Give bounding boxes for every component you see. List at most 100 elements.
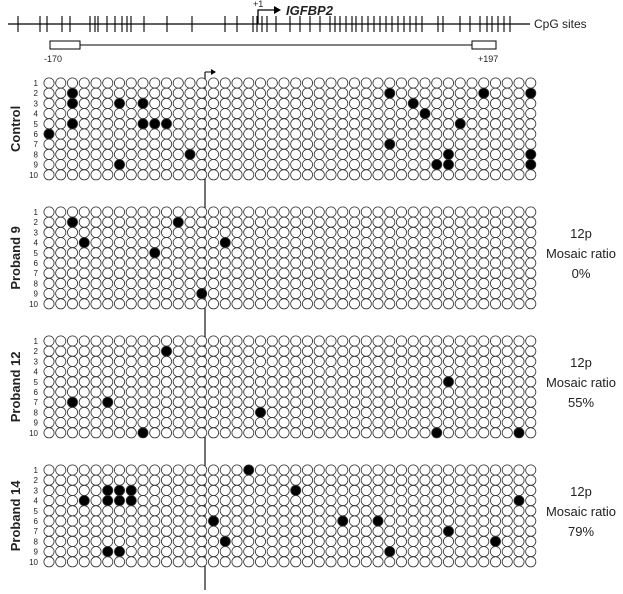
unmethylated-cpg-dot	[466, 546, 478, 558]
unmethylated-cpg-dot	[231, 138, 243, 150]
unmethylated-cpg-dot	[172, 376, 184, 388]
unmethylated-cpg-dot	[196, 525, 208, 537]
unmethylated-cpg-dot	[348, 257, 360, 269]
unmethylated-cpg-dot	[78, 345, 90, 357]
unmethylated-cpg-dot	[501, 138, 513, 150]
unmethylated-cpg-dot	[337, 277, 349, 289]
unmethylated-cpg-dot	[442, 118, 454, 130]
unmethylated-cpg-dot	[278, 118, 290, 130]
unmethylated-cpg-dot	[266, 515, 278, 527]
unmethylated-cpg-dot	[313, 77, 325, 89]
unmethylated-cpg-dot	[43, 505, 55, 517]
unmethylated-cpg-dot	[231, 464, 243, 476]
unmethylated-cpg-dot	[466, 556, 478, 568]
unmethylated-cpg-dot	[525, 556, 537, 568]
unmethylated-cpg-dot	[431, 108, 443, 120]
unmethylated-cpg-dot	[313, 366, 325, 378]
unmethylated-cpg-dot	[325, 108, 337, 120]
unmethylated-cpg-dot	[431, 226, 443, 238]
clone-row: 9	[34, 546, 537, 558]
unmethylated-cpg-dot	[395, 148, 407, 160]
unmethylated-cpg-dot	[442, 386, 454, 398]
unmethylated-cpg-dot	[290, 556, 302, 568]
unmethylated-cpg-dot	[501, 159, 513, 171]
unmethylated-cpg-dot	[501, 335, 513, 347]
unmethylated-cpg-dot	[196, 505, 208, 517]
unmethylated-cpg-dot	[43, 345, 55, 357]
unmethylated-cpg-dot	[466, 97, 478, 109]
unmethylated-cpg-dot	[313, 396, 325, 408]
unmethylated-cpg-dot	[243, 484, 255, 496]
unmethylated-cpg-dot	[384, 206, 396, 218]
unmethylated-cpg-dot	[55, 77, 67, 89]
unmethylated-cpg-dot	[348, 376, 360, 388]
unmethylated-cpg-dot	[125, 546, 137, 558]
unmethylated-cpg-dot	[360, 257, 372, 269]
unmethylated-cpg-dot	[55, 366, 67, 378]
unmethylated-cpg-dot	[454, 366, 466, 378]
unmethylated-cpg-dot	[78, 138, 90, 150]
unmethylated-cpg-dot	[184, 77, 196, 89]
unmethylated-cpg-dot	[372, 535, 384, 547]
unmethylated-cpg-dot	[489, 345, 501, 357]
unmethylated-cpg-dot	[384, 335, 396, 347]
unmethylated-cpg-dot	[290, 108, 302, 120]
unmethylated-cpg-dot	[478, 546, 490, 558]
unmethylated-cpg-dot	[90, 277, 102, 289]
unmethylated-cpg-dot	[290, 257, 302, 269]
unmethylated-cpg-dot	[254, 556, 266, 568]
unmethylated-cpg-dot	[172, 257, 184, 269]
unmethylated-cpg-dot	[219, 277, 231, 289]
unmethylated-cpg-dot	[149, 159, 161, 171]
unmethylated-cpg-dot	[184, 267, 196, 279]
clone-number: 7	[34, 398, 39, 407]
unmethylated-cpg-dot	[395, 427, 407, 439]
unmethylated-cpg-dot	[254, 97, 266, 109]
unmethylated-cpg-dot	[266, 366, 278, 378]
unmethylated-cpg-dot	[266, 546, 278, 558]
unmethylated-cpg-dot	[102, 206, 114, 218]
unmethylated-cpg-dot	[325, 495, 337, 507]
unmethylated-cpg-dot	[478, 237, 490, 249]
clone-row: 6	[34, 515, 537, 527]
unmethylated-cpg-dot	[43, 386, 55, 398]
unmethylated-cpg-dot	[219, 97, 231, 109]
unmethylated-cpg-dot	[325, 556, 337, 568]
unmethylated-cpg-dot	[172, 505, 184, 517]
unmethylated-cpg-dot	[513, 298, 525, 310]
unmethylated-cpg-dot	[196, 226, 208, 238]
unmethylated-cpg-dot	[43, 355, 55, 367]
unmethylated-cpg-dot	[55, 169, 67, 181]
unmethylated-cpg-dot	[196, 464, 208, 476]
unmethylated-cpg-dot	[78, 87, 90, 99]
unmethylated-cpg-dot	[125, 247, 137, 259]
unmethylated-cpg-dot	[219, 108, 231, 120]
unmethylated-cpg-dot	[207, 525, 219, 537]
unmethylated-cpg-dot	[160, 495, 172, 507]
unmethylated-cpg-dot	[243, 288, 255, 300]
unmethylated-cpg-dot	[172, 277, 184, 289]
unmethylated-cpg-dot	[466, 169, 478, 181]
unmethylated-cpg-dot	[525, 406, 537, 418]
unmethylated-cpg-dot	[501, 277, 513, 289]
unmethylated-cpg-dot	[125, 138, 137, 150]
unmethylated-cpg-dot	[478, 355, 490, 367]
unmethylated-cpg-dot	[466, 464, 478, 476]
unmethylated-cpg-dot	[184, 386, 196, 398]
unmethylated-cpg-dot	[114, 464, 126, 476]
unmethylated-cpg-dot	[196, 97, 208, 109]
clone-row: 6	[34, 386, 537, 398]
unmethylated-cpg-dot	[372, 556, 384, 568]
unmethylated-cpg-dot	[501, 108, 513, 120]
unmethylated-cpg-dot	[489, 515, 501, 527]
unmethylated-cpg-dot	[489, 267, 501, 279]
unmethylated-cpg-dot	[431, 556, 443, 568]
unmethylated-cpg-dot	[372, 148, 384, 160]
unmethylated-cpg-dot	[114, 108, 126, 120]
unmethylated-cpg-dot	[360, 376, 372, 388]
unmethylated-cpg-dot	[407, 464, 419, 476]
unmethylated-cpg-dot	[313, 427, 325, 439]
unmethylated-cpg-dot	[301, 118, 313, 130]
unmethylated-cpg-dot	[395, 108, 407, 120]
unmethylated-cpg-dot	[290, 535, 302, 547]
